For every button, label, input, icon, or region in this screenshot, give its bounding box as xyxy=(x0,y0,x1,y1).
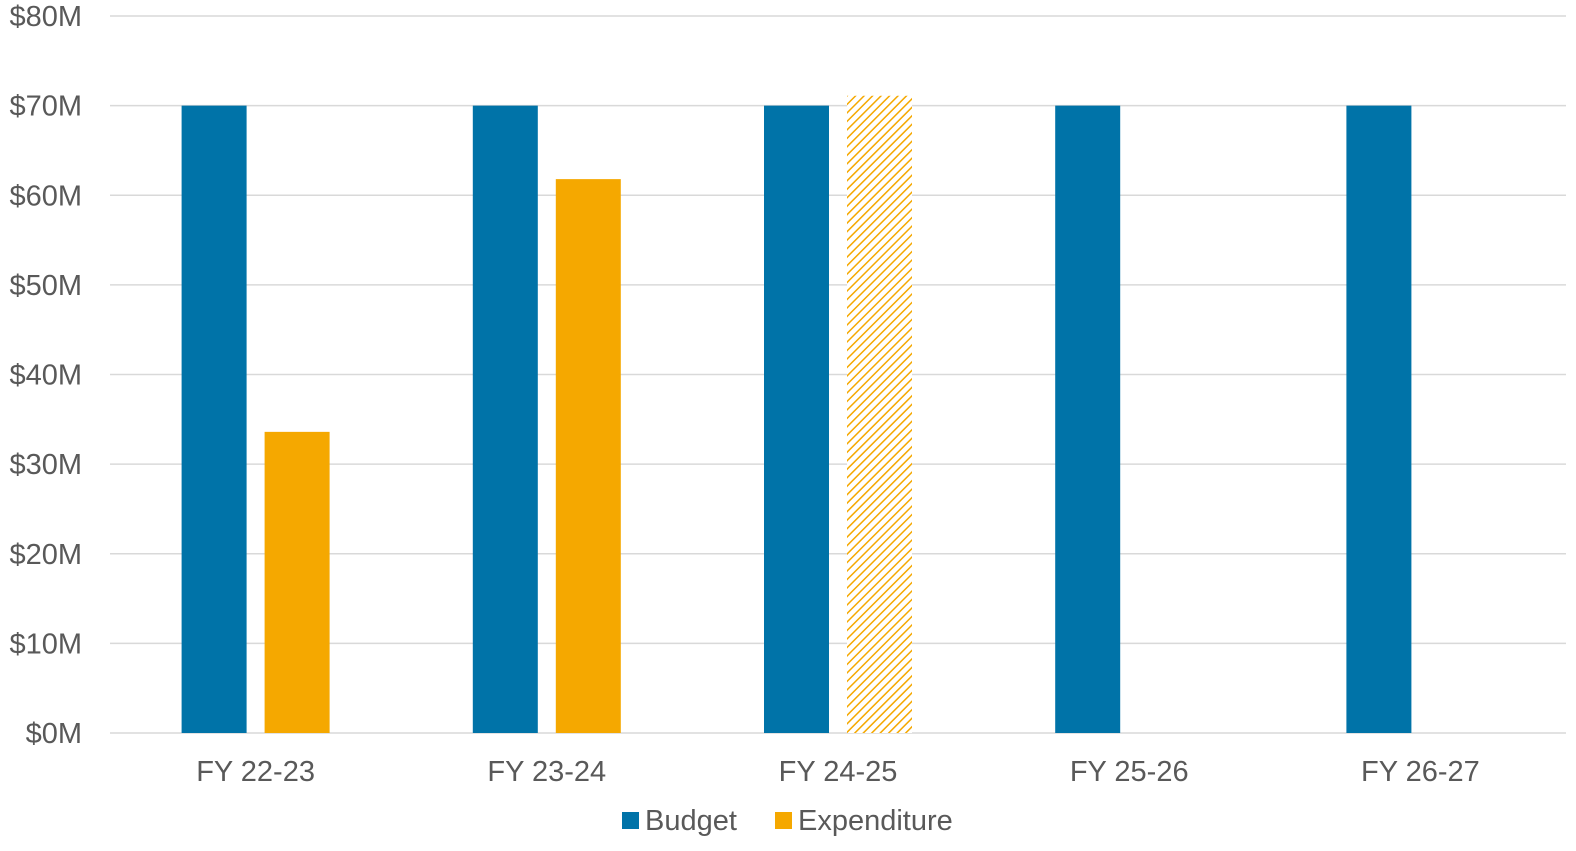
budget-bar xyxy=(181,105,247,733)
legend-swatch-budget xyxy=(622,812,639,829)
x-tick-label: FY 23-24 xyxy=(487,756,606,788)
budget-bar xyxy=(1346,105,1412,733)
expenditure-bar-projected xyxy=(847,95,912,734)
x-tick-label: FY 22-23 xyxy=(196,756,315,788)
budget-bar xyxy=(764,105,829,733)
budget-bar xyxy=(472,105,538,733)
budget-bar xyxy=(1055,105,1121,733)
legend-swatch-expenditure xyxy=(775,812,792,829)
x-axis-labels: FY 22-23 FY 23-24 FY 24-25 FY 25-26 FY 26-27 xyxy=(196,756,1480,788)
legend: Budget Expenditure xyxy=(622,805,953,837)
x-tick-label: FY 26-27 xyxy=(1361,756,1480,788)
y-tick-label: $40M xyxy=(9,360,82,392)
x-tick-label: FY 25-26 xyxy=(1070,756,1189,788)
x-tick-label: FY 24-25 xyxy=(779,756,898,788)
y-tick-label: $80M xyxy=(9,1,82,33)
expenditure-bar xyxy=(264,431,330,733)
y-tick-label: $20M xyxy=(9,539,82,571)
y-tick-label: $0M xyxy=(26,718,82,750)
y-axis-labels: $0M $10M $20M $30M $40M $50M $60M $70M $80M xyxy=(9,1,82,750)
y-tick-label: $70M xyxy=(9,91,82,123)
legend-label-expenditure: Expenditure xyxy=(798,805,953,837)
bars xyxy=(181,95,1412,734)
legend-label-budget: Budget xyxy=(645,805,737,837)
y-tick-label: $10M xyxy=(9,628,82,660)
expenditure-bar xyxy=(555,179,621,733)
y-tick-label: $60M xyxy=(9,180,82,212)
gridlines xyxy=(110,15,1566,734)
y-tick-label: $30M xyxy=(9,449,82,481)
y-tick-label: $50M xyxy=(9,270,82,302)
